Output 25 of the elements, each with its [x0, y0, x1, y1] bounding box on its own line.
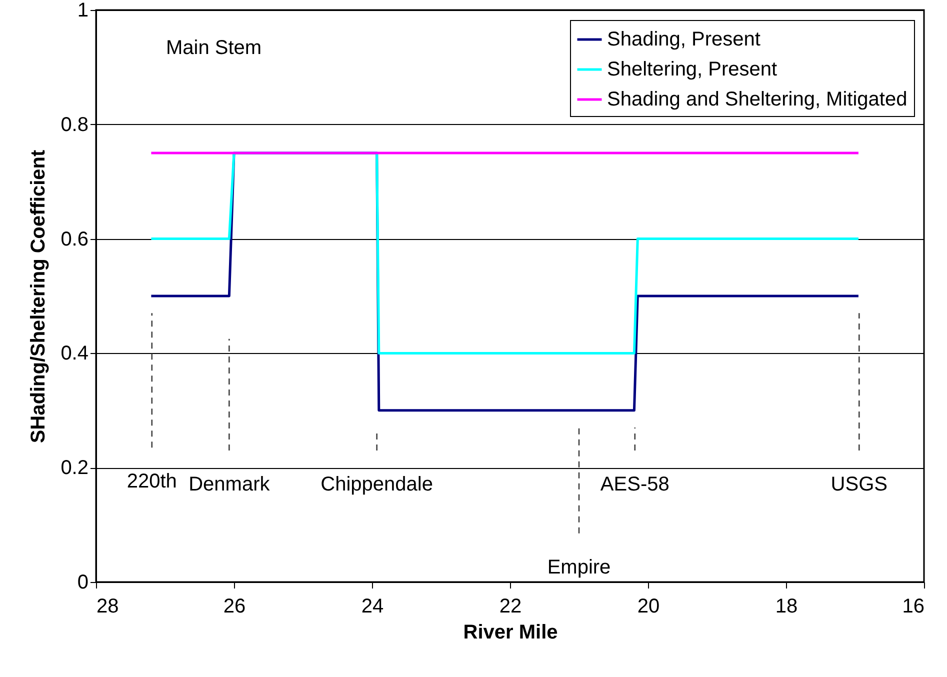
x-tick-label: 26 [223, 596, 246, 618]
y-tick-label: 0.6 [60, 228, 88, 250]
annotation: AES-58 [600, 473, 670, 496]
x-tick-label: 16 [902, 596, 924, 618]
annotation: Empire [547, 556, 611, 578]
annotation: Chippendale [320, 473, 433, 496]
legend-label: Sheltering, Present [607, 58, 778, 80]
legend-label: Shading and Sheltering, Mitigated [607, 88, 908, 110]
x-tick-label: 20 [637, 596, 660, 618]
annotation: USGS [830, 473, 888, 496]
legend-label: Shading, Present [607, 28, 761, 50]
annotation: Main Stem [166, 37, 262, 59]
annotation: Denmark [188, 473, 271, 496]
annotation: 220th [126, 470, 177, 493]
x-axis-title: River Mile [463, 622, 558, 644]
y-tick-label: 1 [77, 0, 88, 22]
x-tick-label: 28 [96, 596, 119, 618]
x-tick-label: 22 [499, 596, 522, 618]
y-tick-label: 0.8 [60, 114, 88, 136]
y-tick-label: 0 [77, 572, 88, 594]
y-tick-label: 0.4 [60, 342, 88, 365]
y-tick-label: 0.2 [60, 457, 88, 480]
x-tick-label: 18 [775, 596, 798, 618]
x-tick-label: 24 [361, 596, 384, 618]
y-axis-title: SHading/Sheltering Coefficient [28, 149, 50, 444]
